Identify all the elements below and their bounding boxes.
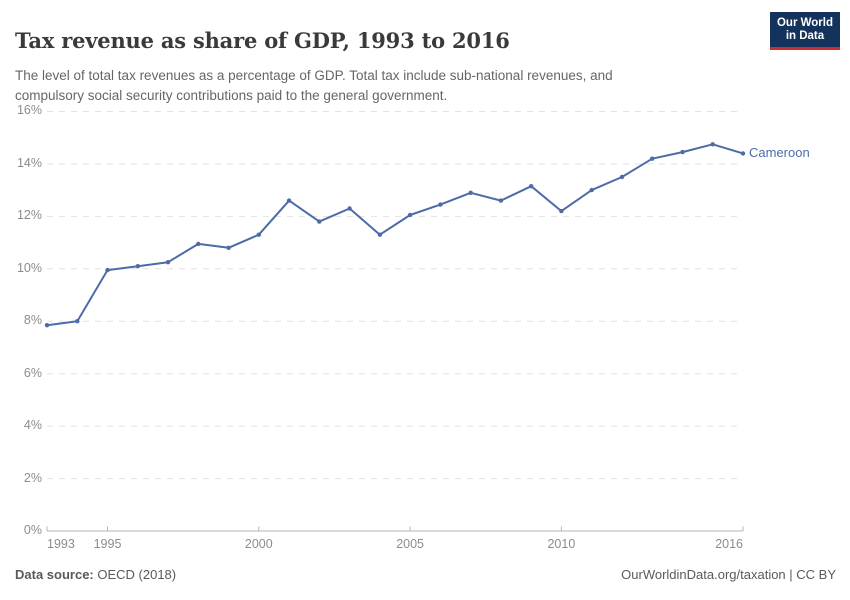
data-source-note: Data source: OECD (2018)	[15, 567, 176, 582]
x-axis-label: 1995	[93, 537, 122, 551]
y-axis-label: 2%	[23, 470, 42, 485]
page-title: Tax revenue as share of GDP, 1993 to 201…	[15, 28, 510, 54]
y-axis-label: 8%	[23, 313, 42, 328]
series-label-cameroon[interactable]: Cameroon	[749, 145, 810, 161]
data-source-label: Data source:	[15, 567, 94, 582]
x-axis-label: 2016	[715, 537, 743, 551]
chart-footer: Data source: OECD (2018) OurWorldinData.…	[15, 567, 836, 582]
y-axis-label: 6%	[23, 365, 42, 380]
y-axis-label: 12%	[16, 208, 42, 223]
y-axis-label: 10%	[16, 260, 42, 275]
credit-note: OurWorldinData.org/taxation | CC BY	[621, 567, 836, 582]
chart-subtitle: The level of total tax revenues as a per…	[15, 66, 613, 106]
chart-subtitle-line2: compulsory social security contributions…	[15, 87, 448, 103]
y-axis-label: 14%	[16, 155, 42, 170]
x-axis-label: 1993	[47, 537, 75, 551]
chart-subtitle-line1: The level of total tax revenues as a per…	[15, 67, 613, 83]
owid-logo-line1: Our World	[776, 17, 833, 29]
y-axis-label: 0%	[23, 523, 42, 537]
owid-logo-line2: in Data	[785, 30, 825, 42]
y-axis-label: 16%	[16, 103, 42, 118]
y-axis-label: 4%	[23, 418, 42, 433]
x-axis-label: 2010	[547, 537, 576, 551]
x-axis-label: 2000	[244, 537, 273, 551]
data-source-value: OECD (2018)	[93, 567, 177, 582]
owid-logo[interactable]: Our World in Data	[769, 12, 840, 50]
x-axis-label: 2005	[396, 537, 424, 551]
